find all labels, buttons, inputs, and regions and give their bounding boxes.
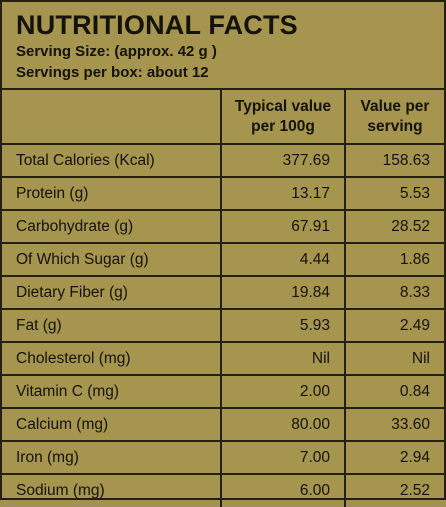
- value-per-100g: 67.91: [221, 209, 346, 244]
- column-header-per-100g: Typical value per 100g: [221, 90, 346, 145]
- nutrient-name: Iron (mg): [2, 440, 222, 475]
- value-per-100g: Nil: [221, 341, 346, 376]
- nutrient-name: Protein (g): [2, 176, 222, 211]
- value-per-serving: 2.52: [345, 473, 444, 507]
- value-per-serving: 2.94: [345, 440, 444, 475]
- column-header-nutrient: [2, 90, 222, 145]
- table-row: Total Calories (Kcal) 377.69 158.63: [2, 143, 444, 178]
- nutrition-table: Typical value per 100g Value per serving…: [2, 90, 444, 507]
- nutrient-name: Cholesterol (mg): [2, 341, 222, 376]
- value-per-serving: Nil: [345, 341, 444, 376]
- table-header-row: Typical value per 100g Value per serving: [2, 90, 444, 145]
- value-per-serving: 158.63: [345, 143, 444, 178]
- nutrient-name: Carbohydrate (g): [2, 209, 222, 244]
- value-per-100g: 5.93: [221, 308, 346, 343]
- table-row: Carbohydrate (g) 67.91 28.52: [2, 209, 444, 244]
- value-per-100g: 7.00: [221, 440, 346, 475]
- value-per-100g: 13.17: [221, 176, 346, 211]
- table-row: Cholesterol (mg) Nil Nil: [2, 341, 444, 376]
- value-per-100g: 4.44: [221, 242, 346, 277]
- value-per-100g: 377.69: [221, 143, 346, 178]
- value-per-serving: 5.53: [345, 176, 444, 211]
- nutrient-name: Fat (g): [2, 308, 222, 343]
- nutrient-name: Dietary Fiber (g): [2, 275, 222, 310]
- nutrient-name: Vitamin C (mg): [2, 374, 222, 409]
- nutrient-name: Calcium (mg): [2, 407, 222, 442]
- table-row: Calcium (mg) 80.00 33.60: [2, 407, 444, 442]
- nutrient-name: Of Which Sugar (g): [2, 242, 222, 277]
- value-per-serving: 2.49: [345, 308, 444, 343]
- value-per-serving: 0.84: [345, 374, 444, 409]
- table-row: Dietary Fiber (g) 19.84 8.33: [2, 275, 444, 310]
- value-per-serving: 8.33: [345, 275, 444, 310]
- value-per-100g: 2.00: [221, 374, 346, 409]
- table-row: Of Which Sugar (g) 4.44 1.86: [2, 242, 444, 277]
- serving-size: Serving Size: (approx. 42 g ): [16, 43, 217, 60]
- column-header-per-serving: Value per serving: [345, 90, 444, 145]
- value-per-100g: 19.84: [221, 275, 346, 310]
- table-row: Iron (mg) 7.00 2.94: [2, 440, 444, 475]
- nutrient-name: Sodium (mg): [2, 473, 222, 507]
- servings-per-box: Servings per box: about 12: [16, 64, 209, 81]
- table-row: Vitamin C (mg) 2.00 0.84: [2, 374, 444, 409]
- value-per-100g: 6.00: [221, 473, 346, 507]
- table-row: Fat (g) 5.93 2.49: [2, 308, 444, 343]
- table-row: Protein (g) 13.17 5.53: [2, 176, 444, 211]
- nutrition-header: NUTRITIONAL FACTS Serving Size: (approx.…: [2, 2, 444, 90]
- value-per-serving: 33.60: [345, 407, 444, 442]
- table-row: Sodium (mg) 6.00 2.52: [2, 473, 444, 507]
- value-per-100g: 80.00: [221, 407, 346, 442]
- value-per-serving: 1.86: [345, 242, 444, 277]
- value-per-serving: 28.52: [345, 209, 444, 244]
- nutrient-name: Total Calories (Kcal): [2, 143, 222, 178]
- nutrition-title: NUTRITIONAL FACTS: [16, 10, 298, 40]
